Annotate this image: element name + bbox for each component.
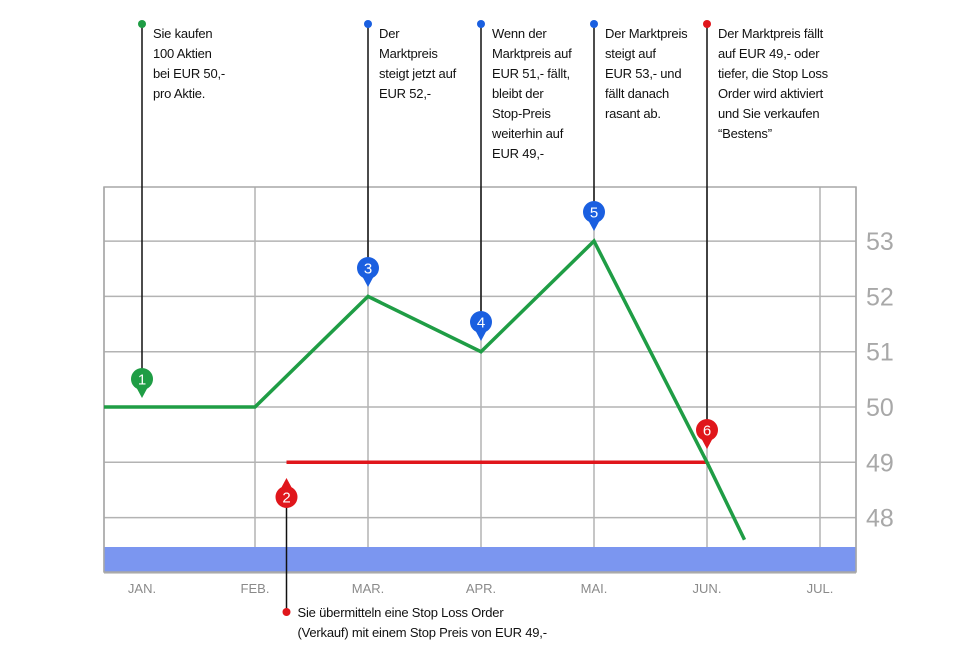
- marker-6: 6: [696, 419, 718, 449]
- y-tick-51: 51: [866, 339, 894, 367]
- x-tick-mai: MAI.: [581, 581, 608, 596]
- marker-number-4: 4: [477, 315, 485, 332]
- x-tick-apr: APR.: [466, 581, 496, 596]
- stem-dot-5: [590, 20, 598, 28]
- x-tick-jun: JUN.: [693, 581, 722, 596]
- x-tick-feb: FEB.: [241, 581, 270, 596]
- step-markers: 1 2 3 4 5 6: [131, 201, 718, 508]
- x-tick-mar: MAR.: [352, 581, 385, 596]
- marker-number-2: 2: [282, 490, 290, 507]
- market-price-line: [104, 238, 747, 541]
- x-axis-ticks: JAN. FEB. MAR. APR. MAI. JUN. JUL.: [128, 581, 833, 596]
- chart-grid: [103, 187, 857, 574]
- y-axis-ticks: 48 49 50 51 52 53: [866, 228, 894, 532]
- marker-1: 1: [131, 368, 153, 398]
- annotation-2: Sie übermitteln eine Stop Loss Order (Ve…: [297, 605, 548, 640]
- marker-2: 2: [275, 478, 298, 508]
- marker-3: 3: [357, 257, 379, 287]
- y-tick-52: 52: [866, 283, 894, 311]
- marker-number-5: 5: [590, 205, 598, 222]
- x-tick-jul: JUL.: [807, 581, 834, 596]
- marker-circle-1: [131, 368, 153, 390]
- stem-dot-2: [282, 608, 291, 616]
- marker-circle-6: [696, 419, 718, 441]
- y-tick-48: 48: [866, 505, 894, 533]
- y-tick-50: 50: [866, 394, 894, 422]
- stem-dot-3: [364, 20, 372, 28]
- plot-frame: [103, 186, 857, 573]
- annotation-4: Wenn der Marktpreis auf EUR 51,- fällt, …: [492, 26, 572, 161]
- marker-number-3: 3: [364, 261, 372, 278]
- annotation-5: Der Marktpreis steigt auf EUR 53,- und f…: [605, 26, 688, 121]
- y-tick-53: 53: [866, 228, 894, 256]
- marker-circle-4: [470, 311, 492, 333]
- marker-number-1: 1: [138, 372, 146, 389]
- y-tick-49: 49: [866, 449, 894, 477]
- x-tick-jan: JAN.: [128, 581, 156, 596]
- annotation-stems: [138, 20, 711, 616]
- annotation-1: Sie kaufen 100 Aktien bei EUR 50,- pro A…: [153, 26, 226, 101]
- annotation-6: Der Marktpreis fällt auf EUR 49,- oder t…: [718, 26, 828, 141]
- marker-number-6: 6: [703, 423, 711, 440]
- stem-dot-4: [477, 20, 485, 28]
- marker-4: 4: [470, 311, 492, 341]
- annotation-3: Der Marktpreis steigt jetzt auf EUR 52,-: [379, 26, 457, 101]
- marker-5: 5: [583, 201, 605, 231]
- stem-dot-6: [703, 20, 711, 28]
- marker-circle-2: [275, 486, 298, 508]
- stem-dot-1: [138, 20, 146, 28]
- marker-circle-5: [583, 201, 605, 223]
- marker-circle-3: [357, 257, 379, 279]
- bottom-band: [104, 547, 856, 572]
